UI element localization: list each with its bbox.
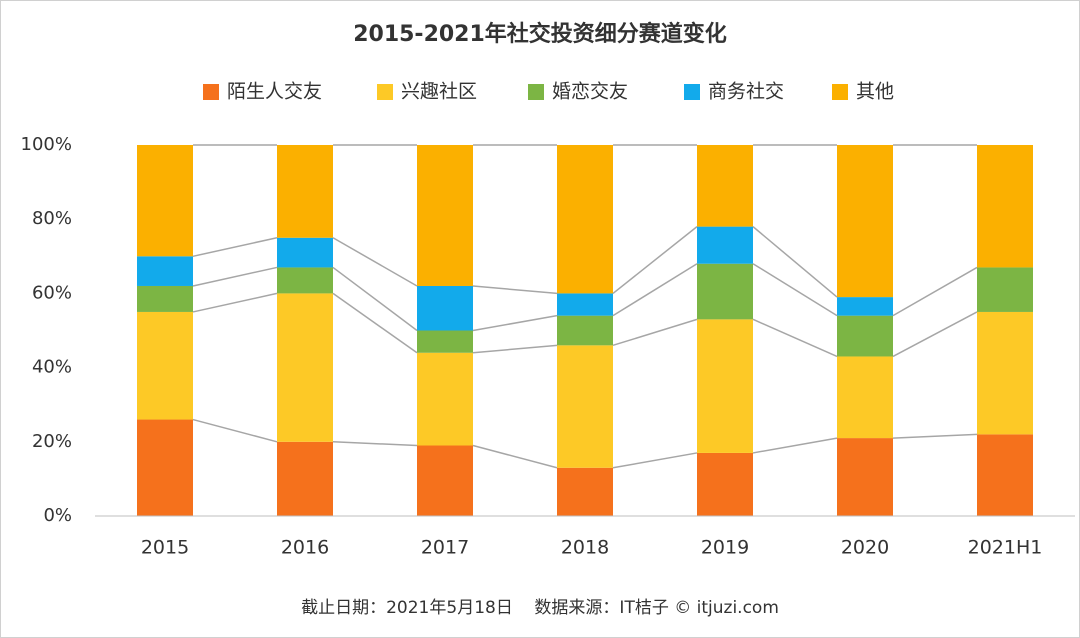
x-tick-label: 2020 (841, 537, 889, 559)
bar-segment (837, 438, 893, 516)
footer: 截止日期：2021年5月18日 数据来源：IT桔子 © itjuzi.com (301, 598, 779, 618)
connector (752, 318, 838, 358)
connector (612, 318, 698, 347)
connector (472, 444, 558, 469)
bar-segment (417, 445, 473, 516)
legend-swatch (684, 84, 700, 100)
bar-segment (137, 145, 193, 257)
bar-segment (837, 315, 893, 357)
bar-segment (977, 434, 1033, 516)
connector (612, 226, 698, 294)
bar-segment (697, 263, 753, 320)
bar-segment (837, 356, 893, 439)
bar-segment (557, 293, 613, 316)
bar-segment (697, 452, 753, 516)
bar-segment (557, 315, 613, 346)
bar-segment (697, 319, 753, 453)
bar-segment (137, 311, 193, 420)
y-tick-label: 60% (32, 282, 72, 303)
x-tick-label: 2019 (701, 537, 749, 559)
x-tick-label: 2015 (141, 537, 189, 559)
connector (612, 263, 698, 317)
legend-swatch (203, 84, 219, 100)
connector (472, 285, 558, 295)
connector (192, 418, 278, 443)
bar-segment (277, 441, 333, 516)
connector (752, 226, 838, 298)
bar-segment (277, 267, 333, 294)
bar-segment (277, 145, 333, 238)
connector (892, 311, 978, 358)
bar-segment (137, 419, 193, 516)
bar-segment (977, 311, 1033, 435)
legend-label: 商务社交 (708, 81, 784, 103)
connector (892, 266, 978, 317)
x-tick-label: 2016 (281, 537, 329, 559)
y-tick-label: 20% (32, 431, 72, 452)
connector (892, 433, 978, 439)
y-tick-label: 0% (43, 505, 72, 526)
bar-segment (417, 285, 473, 331)
connector (192, 237, 278, 258)
bar-segment (837, 297, 893, 316)
bar-segment (557, 345, 613, 468)
connector (192, 266, 278, 287)
connector (752, 437, 838, 454)
bar-segment (557, 145, 613, 294)
legend-swatch (528, 84, 544, 100)
legend-swatch (377, 84, 393, 100)
bar-segment (697, 145, 753, 227)
y-tick-label: 100% (21, 134, 72, 155)
legend-label: 婚恋交友 (552, 81, 628, 103)
legend-label: 兴趣社区 (401, 81, 477, 103)
y-tick-label: 80% (32, 208, 72, 229)
connector (332, 237, 418, 287)
bar-segment (977, 145, 1033, 268)
connector (332, 441, 418, 447)
y-tick-label: 40% (32, 357, 72, 378)
bar-segment (417, 145, 473, 286)
x-tick-label: 2018 (561, 537, 609, 559)
bar-segment (277, 237, 333, 268)
connector (472, 344, 558, 354)
connector (472, 314, 558, 332)
legend-label: 其他 (856, 81, 894, 103)
bar-segment (697, 226, 753, 264)
connector (332, 292, 418, 354)
legend-swatch (832, 84, 848, 100)
bar-segment (417, 352, 473, 446)
x-tick-label: 2021H1 (968, 537, 1043, 559)
bar-segment (977, 267, 1033, 312)
connector (752, 263, 838, 317)
chart-title: 2015-2021年社交投资细分赛道变化 (353, 21, 727, 47)
bar-segment (277, 293, 333, 442)
x-tick-label: 2017 (421, 537, 469, 559)
bar-segment (417, 330, 473, 353)
connector (192, 292, 278, 313)
bar-segment (557, 467, 613, 516)
bar-segment (137, 256, 193, 286)
bar-segment (837, 145, 893, 298)
legend-label: 陌生人交友 (227, 81, 322, 103)
bar-segment (137, 285, 193, 312)
connector (332, 266, 418, 332)
connector (612, 452, 698, 469)
